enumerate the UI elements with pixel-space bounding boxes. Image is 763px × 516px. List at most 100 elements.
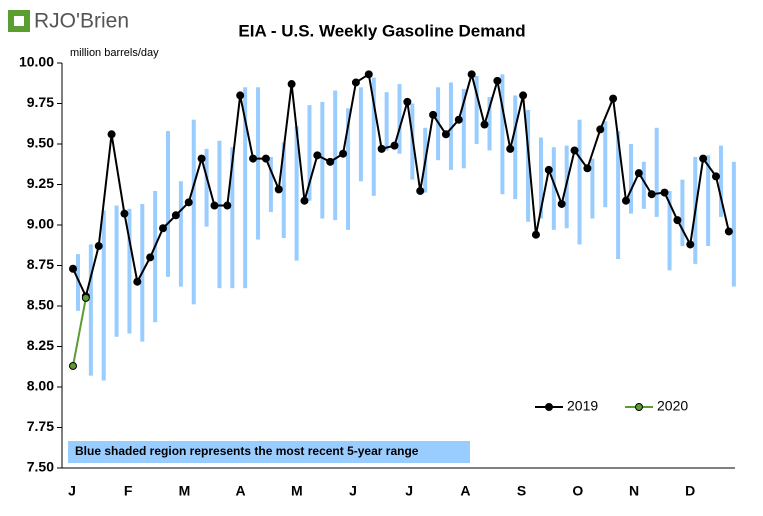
- x-tick-label: D: [685, 483, 695, 499]
- point: [236, 91, 245, 100]
- point: [441, 130, 450, 139]
- point: [429, 110, 438, 119]
- range-bar: [731, 161, 736, 287]
- y-tick-label: 7.50: [27, 459, 54, 475]
- range-bar: [346, 108, 351, 230]
- chart-title: EIA - U.S. Weekly Gasoline Demand: [238, 21, 525, 40]
- point: [390, 141, 399, 150]
- range-bar: [294, 126, 299, 261]
- range-bar: [628, 144, 633, 214]
- point: [519, 91, 528, 100]
- point: [570, 146, 579, 155]
- y-tick-label: 9.00: [27, 216, 54, 232]
- range-bar: [551, 147, 556, 230]
- point: [274, 185, 283, 194]
- brand: RJO'Brien: [34, 10, 129, 33]
- series-line: [72, 297, 87, 367]
- point: [69, 264, 77, 273]
- point: [81, 293, 90, 302]
- point: [146, 253, 155, 262]
- point: [403, 97, 412, 106]
- range-bar: [474, 75, 479, 144]
- x-tick-label: J: [405, 483, 413, 499]
- range-bar: [307, 105, 312, 201]
- range-bar: [127, 208, 132, 334]
- point: [120, 209, 129, 218]
- point: [454, 115, 463, 124]
- x-tick-label: A: [236, 483, 246, 499]
- point: [634, 169, 643, 178]
- point: [339, 149, 348, 158]
- y-tick-label: 9.75: [27, 94, 54, 110]
- x-tick-label: S: [517, 483, 526, 499]
- range-bar: [538, 137, 543, 219]
- range-bar: [384, 92, 389, 151]
- point: [197, 154, 206, 163]
- point: [583, 164, 592, 173]
- note-box: [68, 441, 470, 463]
- x-tick-label: A: [460, 483, 470, 499]
- point: [313, 151, 322, 160]
- point: [210, 201, 219, 210]
- range-bar: [217, 140, 222, 289]
- legend-marker: [635, 403, 643, 411]
- point: [480, 120, 489, 129]
- point: [223, 201, 232, 210]
- y-tick-label: 8.75: [27, 256, 54, 272]
- point: [596, 125, 605, 134]
- point: [699, 154, 708, 163]
- point: [159, 224, 168, 233]
- point: [184, 198, 193, 207]
- y-tick-label: 7.75: [27, 418, 54, 434]
- range-bar: [371, 77, 376, 196]
- note: Blue shaded region represents the most r…: [75, 444, 419, 458]
- range-bar: [577, 119, 582, 245]
- range-bar: [243, 87, 248, 289]
- range-bar: [178, 181, 183, 287]
- range-bar: [603, 121, 608, 208]
- range-bar: [706, 155, 711, 247]
- range-bar: [500, 74, 505, 195]
- range-bar: [616, 131, 621, 260]
- x-tick-label: O: [572, 483, 583, 499]
- range-bar: [680, 179, 685, 247]
- range-bar: [397, 84, 402, 154]
- point: [416, 186, 425, 195]
- range-bar: [256, 87, 261, 240]
- range-bar: [191, 119, 196, 305]
- point: [351, 78, 360, 87]
- range-bar: [88, 244, 93, 376]
- point: [377, 144, 386, 153]
- y-tick-label: 9.50: [27, 135, 54, 151]
- point: [647, 190, 656, 199]
- x-tick-label: M: [179, 483, 191, 499]
- range-bar: [448, 82, 453, 170]
- point: [107, 130, 116, 139]
- series-line: [72, 70, 730, 300]
- range-bar: [641, 161, 646, 209]
- x-tick-label: J: [68, 483, 76, 499]
- y-tick-label: 8.25: [27, 337, 54, 353]
- point: [544, 165, 553, 174]
- point: [493, 76, 502, 85]
- point: [712, 172, 720, 181]
- x-tick-label: J: [349, 483, 357, 499]
- range-bar: [114, 205, 119, 337]
- y-tick-label: 8.00: [27, 378, 54, 394]
- point: [467, 70, 476, 79]
- point: [724, 227, 733, 236]
- point: [249, 154, 258, 163]
- range-bar: [204, 148, 209, 227]
- range-bar: [153, 190, 158, 323]
- point: [686, 240, 695, 249]
- range-bar: [230, 147, 235, 289]
- y-tick-label: 8.50: [27, 297, 54, 313]
- range-bar: [513, 95, 518, 200]
- point: [609, 94, 618, 103]
- range-bar: [333, 90, 338, 221]
- point: [171, 211, 180, 220]
- y-tick-label: 10.00: [19, 54, 54, 70]
- range-bar: [719, 145, 723, 217]
- legend-label: 2019: [567, 398, 598, 414]
- point: [133, 277, 142, 286]
